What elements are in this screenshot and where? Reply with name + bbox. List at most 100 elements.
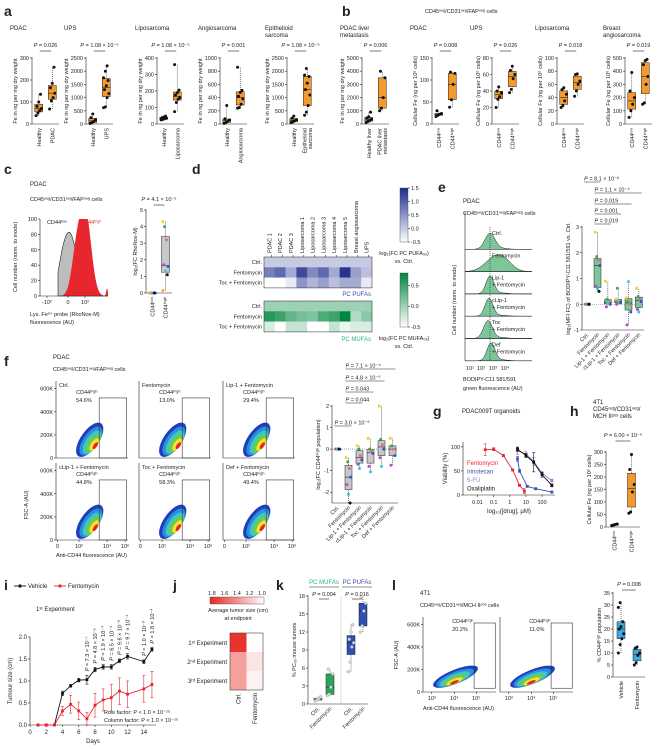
data-point <box>107 92 111 96</box>
gate-label: CD44ʰⁱᵍʰ <box>243 388 264 396</box>
legend-label: Fentomycin <box>68 584 99 590</box>
y-tick-label: 200K <box>407 668 420 674</box>
box-group <box>148 291 157 295</box>
box-group <box>627 71 636 119</box>
p-value: P = 8.1 × 10⁻⁶ <box>584 176 619 183</box>
data-point <box>142 660 146 664</box>
series-irinotecan <box>516 456 554 494</box>
heatmap-cell <box>361 257 373 268</box>
panel-letter-a: a <box>4 3 12 19</box>
y-tick-label: 20 <box>604 627 610 633</box>
data-point <box>69 684 73 688</box>
data-point <box>550 479 554 482</box>
box-group <box>641 57 650 106</box>
data-point <box>358 630 362 634</box>
y-tick-label: 50 <box>423 100 429 106</box>
statistics-label: Row factor: P < 1.0 × 10⁻¹⁵ <box>104 709 170 716</box>
data-point <box>389 463 393 467</box>
gate-percent: 20.2% <box>452 627 468 633</box>
data-point <box>377 404 381 408</box>
data-point <box>628 89 632 93</box>
data-point <box>106 78 110 82</box>
data-point <box>391 447 395 451</box>
chart-c-histogram: PDAC CD45ⁿᵉᵍ/CD31ⁿᵉᵍ/FAPⁿᵉᵍ cells 0 20 40 60 8… <box>13 182 108 326</box>
x-tick-label: CD44ˡᵒʷ <box>629 128 636 148</box>
plot-label: cLip-1 + Fentomycin <box>59 465 109 471</box>
data-point <box>349 475 353 479</box>
heatmap-cell <box>361 301 373 312</box>
y-axis-label: Cell number (norm. to mode) <box>452 265 458 335</box>
y-tick-label: 600K <box>40 469 53 475</box>
histogram-row-label: Toc <box>492 320 501 326</box>
x-tick-label: 10⁵ <box>549 695 557 702</box>
data-point <box>627 280 630 284</box>
y-axis-label: Cellular Fe (ng per 10⁶ cells) <box>537 56 544 126</box>
y-tick-label: 0 <box>417 690 420 696</box>
colorbar-tick-label: 0.0 <box>411 227 419 233</box>
x-tick-label: Epithelioid <box>303 128 309 153</box>
gate-percent: 11.0% <box>529 627 544 633</box>
x-tick-label: CD44ʰⁱᵍʰ <box>573 128 581 149</box>
data-point <box>352 641 356 645</box>
data-point <box>617 627 621 631</box>
data-point <box>615 522 619 526</box>
colorbar-tick-label: 1.5 <box>411 186 419 192</box>
p-symbol: P <box>346 364 350 370</box>
data-point <box>641 63 645 67</box>
x-tick-label: 0 <box>28 730 32 736</box>
chart-title: UPS <box>64 26 76 32</box>
y-tick-label: 2000 <box>71 69 83 75</box>
data-point <box>516 447 519 451</box>
data-point <box>48 86 52 90</box>
data-point <box>50 81 54 85</box>
data-point <box>525 484 529 488</box>
y-tick-label: -2 <box>324 490 329 496</box>
heatmap-cell <box>264 301 275 312</box>
heatmap-cell <box>285 301 297 312</box>
data-point <box>574 89 578 93</box>
data-point <box>371 451 375 455</box>
data-point <box>165 273 169 277</box>
data-point <box>101 665 105 669</box>
histogram-row-label: Ctrl. <box>492 231 503 237</box>
data-point <box>598 264 602 268</box>
p-value-text: = 7.1 × 10⁻⁴ <box>349 363 381 370</box>
heatmap-cell <box>328 301 340 312</box>
heatmap-row-label: Toc + Fentomycin <box>219 281 262 287</box>
y-axis-label: % PC₀ₓ mouse tumors <box>292 622 298 677</box>
y-axis-label: Fe in ng per mg dry weight <box>198 58 204 124</box>
data-point <box>559 106 563 109</box>
gate-percent: 54.6% <box>76 398 92 404</box>
heatmap-column-label: PDAC 1 <box>267 233 273 253</box>
p-value-text: = 0.008 <box>437 43 457 49</box>
heatmap-frame <box>229 632 264 691</box>
data-point <box>37 100 41 104</box>
heatmap-column-label: PDAC 3 <box>289 233 295 253</box>
y-tick-label: 400 <box>145 56 154 62</box>
data-point <box>150 647 154 651</box>
x-tick-label: 10¹ <box>466 366 474 372</box>
heatmap-cell <box>328 257 340 268</box>
data-point <box>449 98 453 102</box>
y-tick-label: 2500 <box>272 56 284 62</box>
p-symbol: P <box>142 652 148 656</box>
y-tick-label: 40 <box>483 89 489 95</box>
y-tick-label: 400K <box>40 410 53 416</box>
p-value: P = 4.8 × 10⁻⁵ <box>346 375 381 382</box>
y-tick-label: 5000 <box>347 56 359 62</box>
y-axis-label: Fe in ng per mg dry weight <box>138 58 144 124</box>
data-point <box>102 88 106 92</box>
y-tick-label: 80 <box>483 56 489 62</box>
chart-subtitle: CD45ⁿᵉᵍ/CD31ⁿᵉᵍ/MCH IIᵖᵒˢ cells <box>420 602 499 609</box>
gate-label: CD44ʰⁱᵍʰ <box>76 388 97 396</box>
data-point <box>358 467 361 471</box>
data-point <box>492 447 496 451</box>
data-point <box>241 97 245 101</box>
y-tick-label: 100 <box>451 445 460 451</box>
p-value: P = 0.044 <box>346 398 370 404</box>
p-value-text: = 0.001 <box>598 209 618 215</box>
heatmap-cell <box>361 311 373 322</box>
heatmap-cell <box>339 321 351 333</box>
heatmap-column-label: Breast angiosarcoma <box>354 200 360 253</box>
